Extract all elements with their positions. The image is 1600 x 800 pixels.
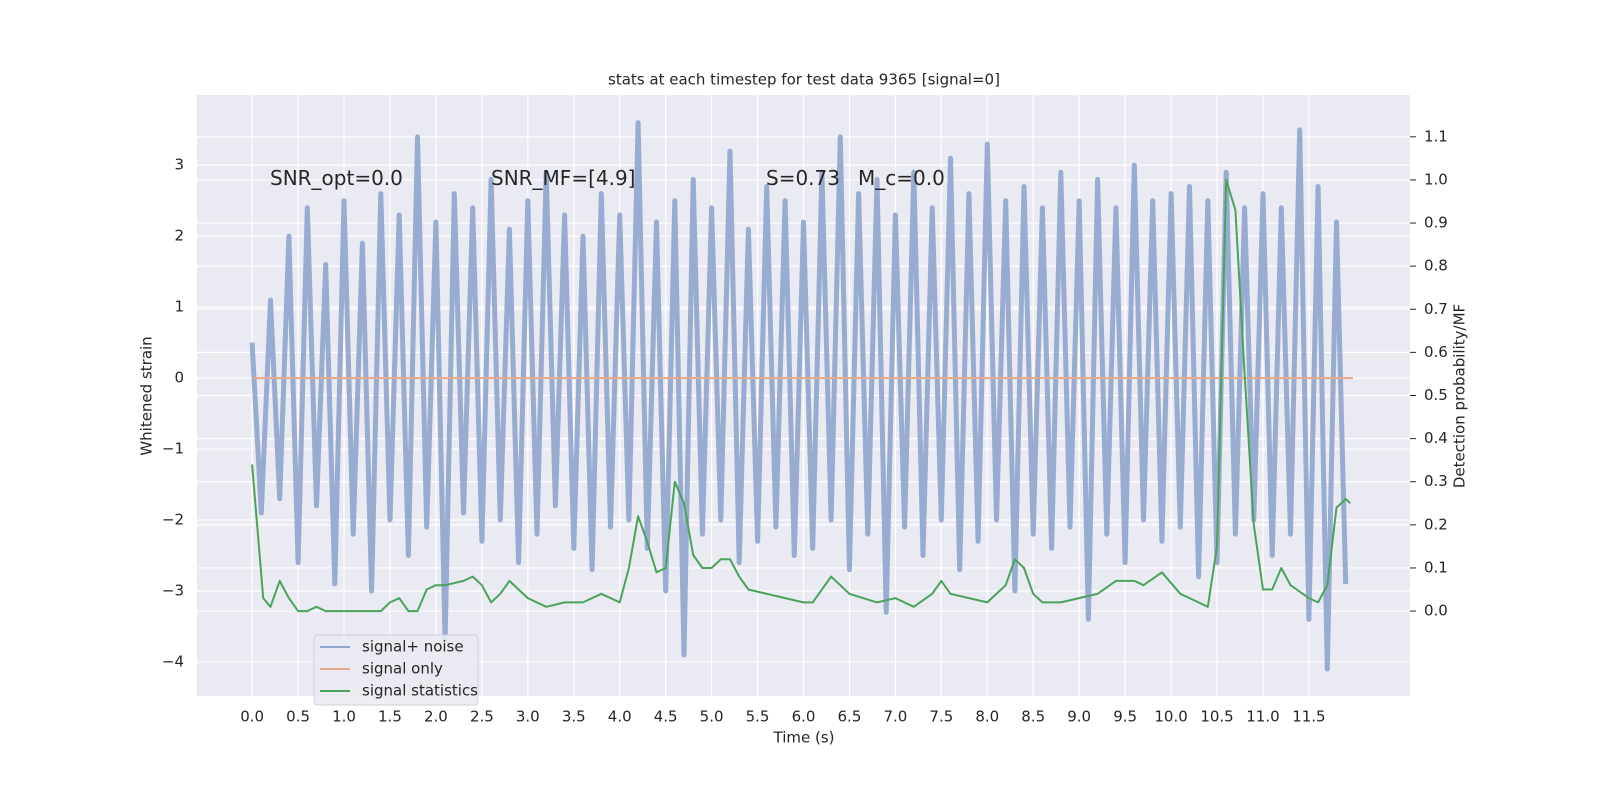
y2-tick-label: 0.2 [1424, 515, 1448, 533]
x-tick-label: 10.0 [1154, 708, 1187, 726]
x-tick-label: 11.0 [1246, 708, 1279, 726]
annotation: M_c=0.0 [858, 166, 945, 190]
x-tick-label: 11.5 [1292, 708, 1325, 726]
x-tick-label: 0.0 [240, 708, 264, 726]
series-line [249, 120, 1349, 672]
x-axis-label: Time (s) [773, 729, 835, 747]
y2-tick-label: 0.1 [1424, 558, 1448, 576]
x-tick-label: 3.5 [562, 708, 586, 726]
x-tick-label: 9.0 [1067, 708, 1091, 726]
y-axis-label: Whitened strain [138, 336, 156, 455]
x-tick-label: 4.5 [654, 708, 678, 726]
x-tick-label: 6.0 [792, 708, 816, 726]
x-tick-label: 1.0 [332, 708, 356, 726]
y-tick-label: 2 [174, 227, 184, 245]
y2-tick-label: 0.4 [1424, 429, 1448, 447]
y-tick-label: −2 [162, 511, 184, 529]
chart-title: stats at each timestep for test data 936… [608, 71, 1000, 89]
x-tick-label: 0.5 [286, 708, 310, 726]
legend [313, 634, 479, 706]
y2-tick-label: 0.6 [1424, 343, 1448, 361]
y-tick-label: −1 [162, 440, 184, 458]
annotation: S=0.73 [766, 166, 840, 190]
y2-tick-label: 1.1 [1424, 127, 1448, 145]
y2-tick-label: 0.5 [1424, 386, 1448, 404]
y2-axis-label: Detection probability/MF [1451, 304, 1469, 488]
y2-tick-label: 0.7 [1424, 300, 1448, 318]
x-tick-label: 7.5 [929, 708, 953, 726]
x-tick-label: 5.0 [700, 708, 724, 726]
y-tick-label: 1 [174, 298, 184, 316]
x-tick-label: 3.0 [516, 708, 540, 726]
x-tick-label: 9.5 [1113, 708, 1137, 726]
y-tick-label: 3 [174, 156, 184, 174]
y2-tick-label: 0.3 [1424, 472, 1448, 490]
y2-tick-label: 0.0 [1424, 602, 1448, 620]
x-tick-label: 2.5 [470, 708, 494, 726]
legend-label: signal statistics [362, 682, 478, 700]
y2-tick-label: 1.0 [1424, 170, 1448, 188]
x-tick-label: 4.0 [608, 708, 632, 726]
annotation: SNR_MF=[4.9] [491, 166, 635, 190]
y-tick-label: 0 [174, 369, 184, 387]
y2-tick-label: 0.8 [1424, 257, 1448, 275]
annotation: SNR_opt=0.0 [270, 166, 403, 190]
x-tick-label: 6.5 [838, 708, 862, 726]
y2-tick-label: 0.9 [1424, 214, 1448, 232]
x-tick-label: 8.5 [1021, 708, 1045, 726]
y-tick-label: −3 [162, 581, 184, 599]
legend-label: signal only [362, 660, 443, 678]
series-line [251, 178, 1351, 613]
x-tick-label: 7.0 [883, 708, 907, 726]
x-tick-label: 10.5 [1200, 708, 1233, 726]
y-tick-label: −4 [162, 652, 184, 670]
legend-label: signal+ noise [362, 638, 464, 656]
x-tick-label: 1.5 [378, 708, 402, 726]
x-tick-label: 5.5 [746, 708, 770, 726]
x-tick-label: 8.0 [975, 708, 999, 726]
x-tick-label: 2.0 [424, 708, 448, 726]
